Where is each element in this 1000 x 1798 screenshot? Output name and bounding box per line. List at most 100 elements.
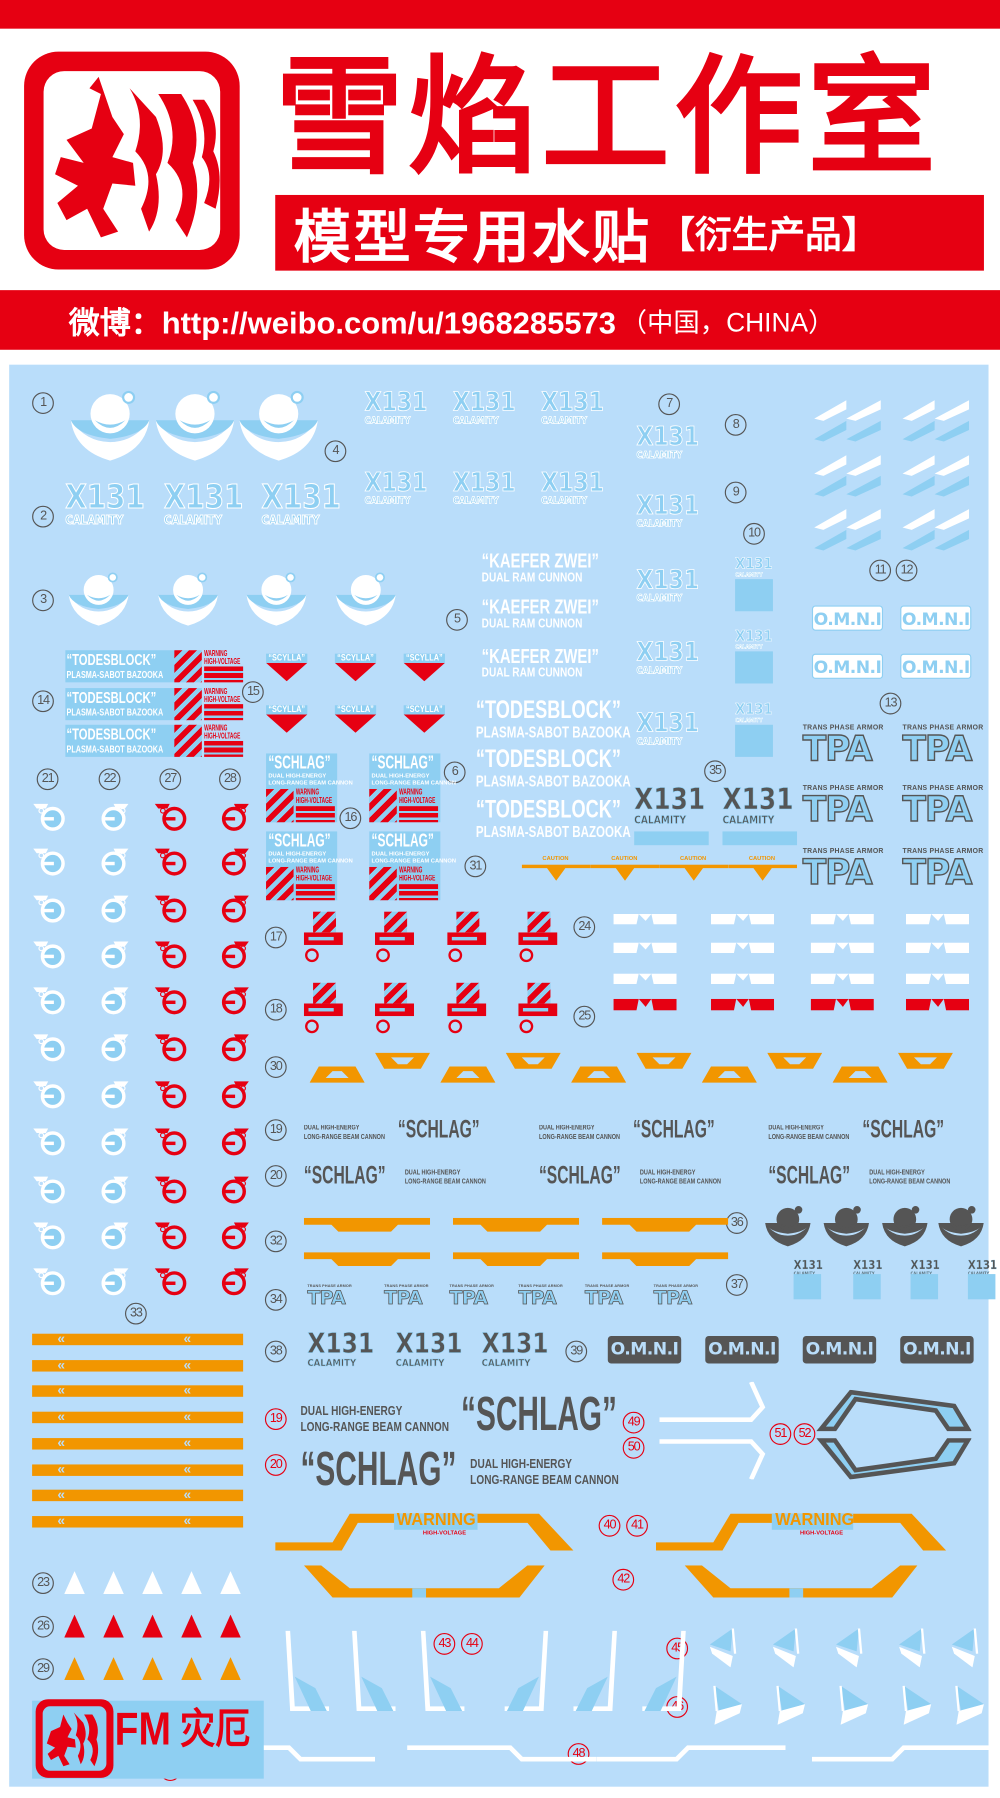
marker-41: 41 xyxy=(626,1514,648,1537)
tpa-text: TPA xyxy=(802,729,873,770)
studio-title: 雪焰工作室 xyxy=(275,45,941,190)
calamity-text: CALAMITY xyxy=(364,495,411,507)
x131-text: X131 xyxy=(735,626,773,645)
emblem-icon xyxy=(151,388,238,462)
scylla-triangle-decal xyxy=(403,662,445,682)
marker-42: 42 xyxy=(612,1568,635,1591)
ring-wing-icon xyxy=(154,893,191,923)
ring-wing-icon xyxy=(213,893,250,923)
ring-wing-icon xyxy=(154,802,191,832)
marker-5: 5 xyxy=(446,608,468,631)
ring-wing-icon xyxy=(213,1266,250,1296)
scylla-triangle-decal xyxy=(266,714,308,733)
red-bar-decal xyxy=(905,995,970,1011)
red-ring-plate-decal xyxy=(375,1003,414,1035)
tpa-decal: TRANS PHASE ARMOR TPA xyxy=(653,1284,698,1310)
orange-bar-decal xyxy=(303,1217,431,1239)
warning-stripes xyxy=(527,911,551,933)
ring-wing-icon xyxy=(32,1126,69,1156)
dual-high-energy-text: DUAL HIGH-ENERGY xyxy=(639,1169,696,1177)
marker-40: 40 xyxy=(598,1514,621,1537)
caution-chevron-decal xyxy=(728,864,798,881)
tpa-text: TPA xyxy=(653,1286,692,1310)
marker-12: 12 xyxy=(895,559,918,582)
trans-phase-armor-text: TRANS PHASE ARMOR xyxy=(902,785,984,793)
orange-bar-decal xyxy=(602,1252,729,1273)
marker-18: 18 xyxy=(264,998,287,1021)
warning-stripes xyxy=(174,688,202,721)
weibo-link[interactable]: 微博：http://weibo.com/u/1968285573 xyxy=(68,305,616,341)
x131-text: X131 xyxy=(65,478,145,517)
x131-text: X131 xyxy=(364,467,428,498)
caution-chevron-decal xyxy=(590,864,660,881)
orange-bar-decal xyxy=(452,1252,580,1273)
ring-wing-icon xyxy=(213,846,250,876)
ring-wing-icon xyxy=(93,985,130,1015)
orange-stripe-decal: «« xyxy=(32,1489,244,1502)
dual-high-energy-text: DUAL HIGH-ENERGY xyxy=(371,850,430,858)
beam-cannon-text: LONG-RANGE BEAM CANNON xyxy=(303,1134,385,1142)
calamity-text: CALAMITY xyxy=(65,513,124,528)
emblem-icon xyxy=(243,570,310,627)
orange-chevron-decal xyxy=(897,1052,953,1074)
orange-stripe-decal: «« xyxy=(32,1515,244,1528)
dual-high-energy-text: DUAL HIGH-ENERGY xyxy=(869,1169,925,1177)
dual-high-energy-text: DUAL HIGH-ENERGY xyxy=(268,850,327,858)
chevron-mark-icon: « xyxy=(183,1411,192,1424)
warning-lines xyxy=(399,884,439,901)
warning-text: WARNING xyxy=(397,1510,477,1530)
calamity-text: CALAMITY xyxy=(735,643,763,651)
marker-32: 32 xyxy=(264,1230,287,1253)
scylla-text: “SCYLLA” xyxy=(337,652,374,663)
trans-phase-armor-text: TRANS PHASE ARMOR xyxy=(802,785,884,793)
marker-25: 25 xyxy=(573,1005,596,1028)
warning-stripes xyxy=(527,982,551,1004)
white-bar-decal xyxy=(711,938,775,953)
gray-frame-decal xyxy=(816,1438,972,1480)
tpa-text: TPA xyxy=(802,790,873,831)
warning-stripes xyxy=(384,982,408,1004)
orange-bar-decal xyxy=(602,1217,729,1239)
x131-text: X131 xyxy=(910,1257,940,1273)
ring-wing-icon xyxy=(213,1032,250,1062)
x131-text: X131 xyxy=(735,700,773,719)
white-bar-decal xyxy=(613,938,677,953)
ring-wing-icon xyxy=(32,1032,69,1062)
white-bar-decal xyxy=(711,969,775,984)
ring-wing-icon xyxy=(154,1174,191,1204)
marker-31: 31 xyxy=(464,855,487,878)
calamity-text: CALAMITY xyxy=(853,1271,882,1276)
triangle-decal xyxy=(220,1614,241,1638)
chevron-mark-icon: « xyxy=(57,1333,66,1346)
trans-phase-armor-text: TRANS PHASE ARMOR xyxy=(902,724,984,732)
ring-wing-icon xyxy=(213,1079,250,1109)
marker-39: 39 xyxy=(565,1340,588,1363)
ring-wing-icon xyxy=(32,846,69,876)
marker-44: 44 xyxy=(461,1633,483,1655)
beam-cannon-text: LONG-RANGE BEAM CANNON xyxy=(371,779,456,787)
chevron-mark-icon: « xyxy=(57,1437,66,1450)
scylla-triangle-decal xyxy=(334,714,377,733)
double-chevron-decal xyxy=(900,396,971,442)
omni-decal: O.M.N.I xyxy=(811,605,884,631)
warning-stripes xyxy=(266,788,294,823)
orange-stripe-decal: «« xyxy=(32,1463,244,1476)
wedge-decal xyxy=(950,1628,989,1668)
calamity-text: CALAMITY xyxy=(735,571,763,578)
ring-wing-icon xyxy=(32,1174,69,1204)
wedge-decal xyxy=(897,1685,936,1725)
caution-text: CAUTION xyxy=(611,855,638,863)
white-line-decal xyxy=(659,1380,774,1428)
gray-frame-decal xyxy=(816,1389,972,1432)
calamity-text: CALAMITY xyxy=(163,513,223,528)
wedge-decal xyxy=(771,1628,810,1668)
scylla-label-bg xyxy=(266,705,308,715)
